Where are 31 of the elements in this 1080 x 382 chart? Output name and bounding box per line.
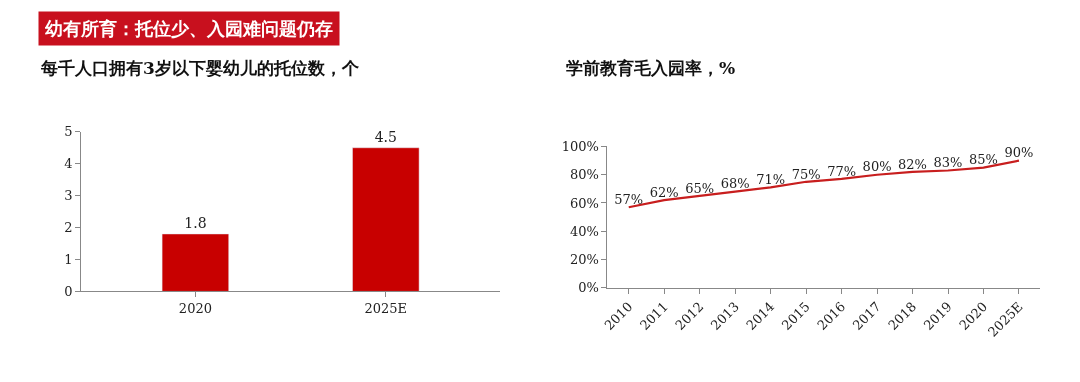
- data-label: 71%: [756, 172, 786, 188]
- data-label: 57%: [614, 191, 644, 207]
- data-label: 65%: [685, 180, 715, 196]
- y-tick-label: 0%: [578, 280, 599, 296]
- data-label: 68%: [720, 176, 750, 192]
- data-label: 90%: [1004, 145, 1034, 161]
- x-tick-label: 2025E: [364, 301, 408, 317]
- chart-title: 每千人口拥有3岁以下婴幼儿的托位数，个: [40, 58, 360, 78]
- data-label: 85%: [969, 152, 998, 168]
- data-label: 1.8: [184, 214, 207, 231]
- data-label: 62%: [649, 184, 679, 200]
- y-tick-label: 100%: [561, 139, 599, 155]
- data-label: 4.5: [374, 128, 397, 145]
- y-tick-label: 80%: [569, 167, 599, 183]
- y-tick-label: 4: [64, 156, 73, 172]
- data-label: 82%: [898, 156, 927, 172]
- x-tick-label: 2020: [178, 301, 212, 317]
- data-label: 77%: [827, 163, 857, 179]
- y-tick-label: 0: [64, 283, 73, 299]
- data-label: 80%: [862, 159, 892, 175]
- chart-title: 学前教育毛入园率，%: [566, 58, 736, 78]
- y-tick-label: 40%: [569, 223, 599, 239]
- y-tick-label: 5: [64, 124, 73, 140]
- y-tick-label: 60%: [569, 195, 599, 211]
- y-tick-label: 1: [64, 252, 73, 268]
- text: 幼有所育：托位少、入园难问题仍存: [45, 18, 333, 39]
- data-label: 83%: [933, 155, 963, 171]
- y-tick-label: 3: [64, 188, 73, 204]
- data-label: 75%: [791, 166, 821, 182]
- y-tick-label: 20%: [569, 252, 599, 268]
- y-tick-label: 2: [64, 220, 73, 236]
